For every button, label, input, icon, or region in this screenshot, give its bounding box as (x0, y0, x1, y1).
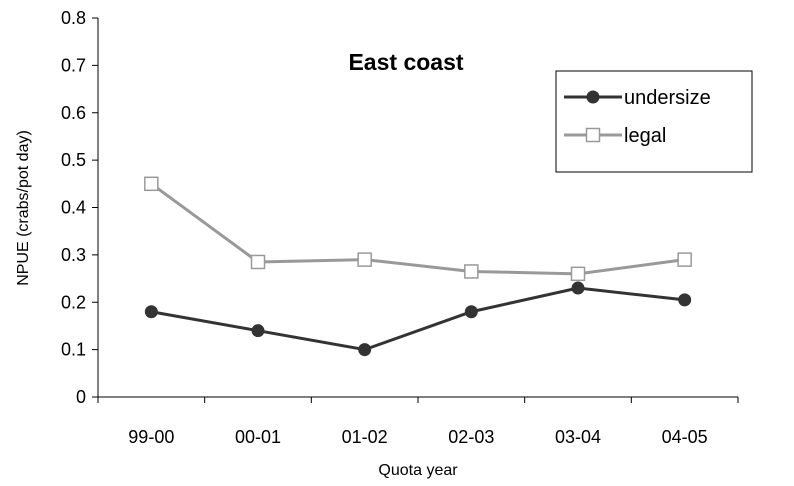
data-point (251, 324, 265, 338)
y-axis-title: NPUE (crabs/pot day) (15, 130, 32, 286)
y-tick-label: 0.5 (61, 150, 86, 170)
x-axis-title: Quota year (378, 462, 458, 479)
y-tick-label: 0.3 (61, 245, 86, 265)
data-point (144, 176, 159, 192)
data-point (464, 264, 479, 279)
data-point (464, 305, 478, 319)
x-tick-label: 03-04 (555, 427, 601, 447)
legend-label: legal (624, 125, 666, 147)
y-tick-label: 0.6 (61, 103, 86, 123)
legend-marker (585, 127, 601, 143)
data-point (571, 281, 585, 295)
data-point (250, 254, 266, 270)
y-tick-label: 0.2 (61, 292, 86, 312)
x-tick-label: 04-05 (662, 427, 708, 447)
x-tick-label: 00-01 (235, 427, 281, 447)
legend-label: undersize (624, 87, 711, 109)
data-point (357, 252, 372, 267)
data-point (358, 343, 372, 357)
x-tick-label: 02-03 (448, 427, 494, 447)
y-axis-ticks: 0 0.1 0.2 0.3 0.4 0.5 0.6 0.7 0.8 (61, 8, 98, 407)
chart-title: East coast (348, 49, 463, 75)
legend-box (555, 70, 753, 173)
series-line (150, 182, 685, 276)
data-point (144, 305, 158, 319)
y-tick-label: 0.8 (61, 8, 86, 28)
legend-marker (586, 90, 600, 104)
y-tick-label: 0.7 (61, 55, 86, 75)
data-point (677, 252, 692, 267)
y-tick-label: 0.4 (61, 198, 86, 218)
series-line (151, 286, 685, 352)
data-point (570, 266, 586, 282)
y-tick-label: 0.1 (61, 340, 86, 360)
x-tick-label: 01-02 (342, 427, 388, 447)
legend: undersize legal (555, 70, 753, 173)
x-tick-label: 99-00 (128, 427, 174, 447)
series-layer (144, 176, 692, 357)
y-tick-label: 0 (76, 387, 86, 407)
series-legal (144, 176, 692, 282)
series-undersize (144, 281, 692, 357)
data-point (678, 293, 692, 307)
x-axis-ticks: 99-00 00-01 01-02 02-03 03-04 04-05 (97, 397, 739, 447)
